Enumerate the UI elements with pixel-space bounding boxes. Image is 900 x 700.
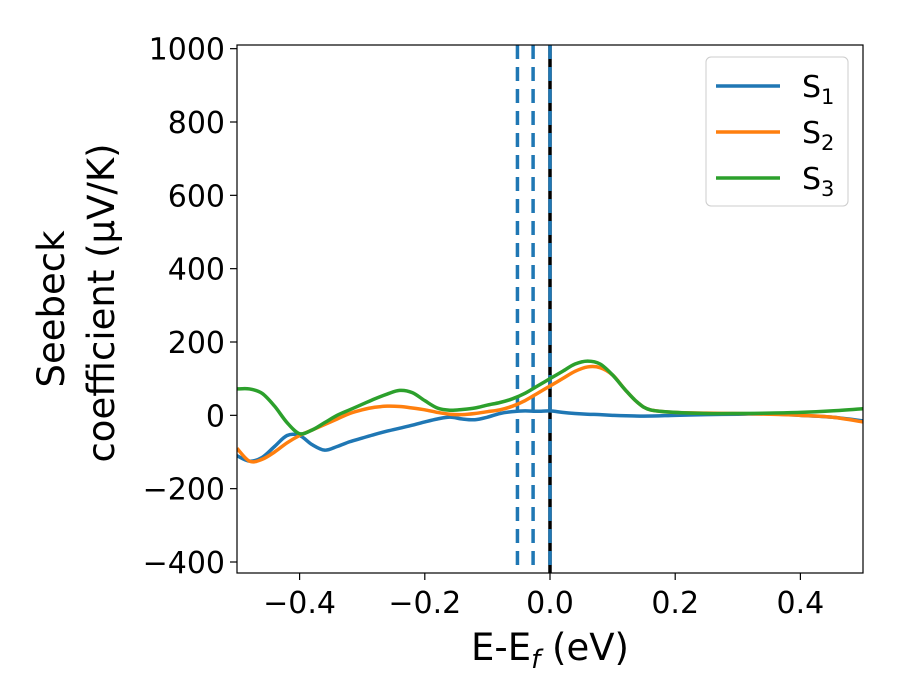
x-tick-label: 0.4 — [777, 586, 825, 621]
legend: S1 S2 S3 — [705, 56, 849, 207]
x-axis-label: E-Ef (eV) — [471, 626, 629, 675]
series-lines — [237, 359, 863, 464]
x-axis-ticks: −0.4 −0.2 0.0 0.2 0.4 — [263, 573, 824, 621]
y-axis-label-line1: Seebeck — [30, 230, 73, 388]
series-line-s1 — [237, 409, 863, 463]
x-tick-label: −0.4 — [263, 586, 336, 621]
y-tick-label: 200 — [168, 326, 225, 361]
y-tick-label: −200 — [143, 473, 225, 508]
series-line-s3 — [237, 359, 863, 436]
legend-label-s1: S1 — [802, 70, 834, 109]
y-tick-label: 600 — [168, 179, 225, 214]
legend-label-s3: S3 — [802, 162, 834, 201]
x-tick-label: −0.2 — [388, 586, 461, 621]
y-tick-label: 800 — [168, 106, 225, 141]
x-tick-label: 0.0 — [526, 586, 574, 621]
y-axis-label-line2: coefficient (μV/K) — [80, 143, 123, 462]
y-tick-label: 0 — [206, 399, 225, 434]
x-tick-label: 0.2 — [651, 586, 699, 621]
y-axis-ticks: −400 −200 0 200 400 600 800 1000 — [143, 33, 237, 581]
y-tick-label: 1000 — [149, 33, 225, 68]
y-tick-label: −400 — [143, 546, 225, 581]
y-tick-label: 400 — [168, 253, 225, 288]
legend-label-s2: S2 — [802, 116, 834, 155]
vertical-reference-lines — [515, 45, 552, 573]
